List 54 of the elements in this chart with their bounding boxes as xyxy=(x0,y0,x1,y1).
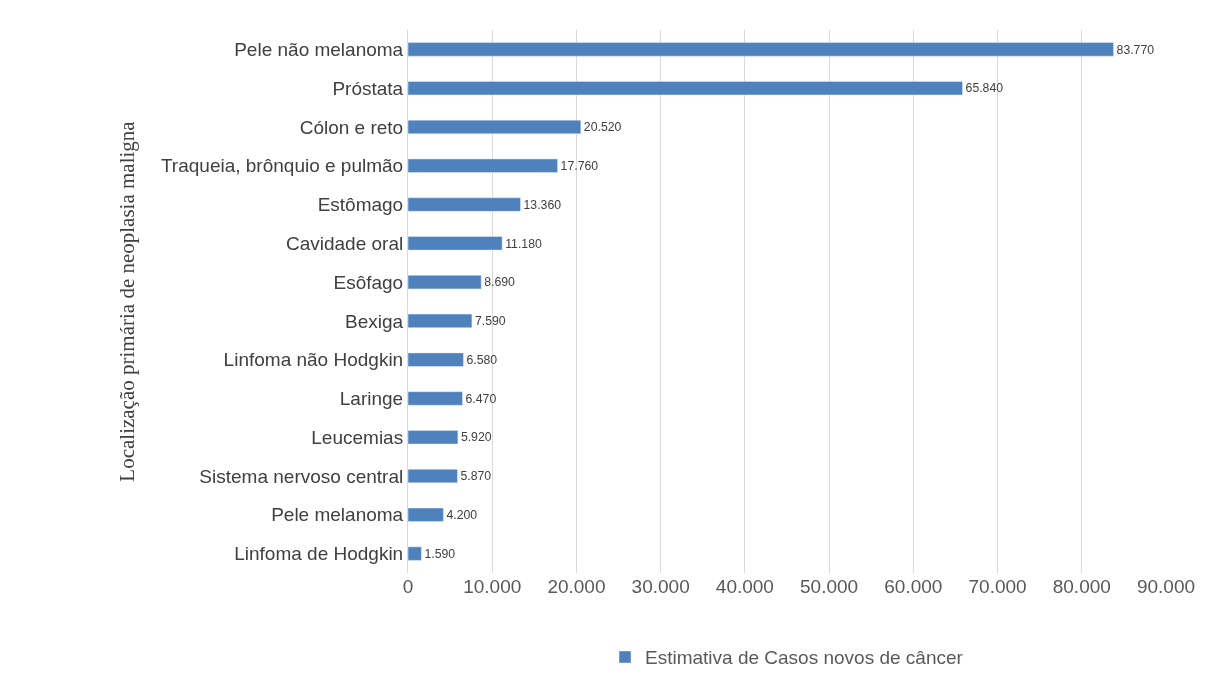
x-tick-label: 40.000 xyxy=(715,576,774,597)
data-label: 65.840 xyxy=(965,81,1004,96)
bar xyxy=(408,313,473,328)
y-tick-label: Esôfago xyxy=(333,271,404,293)
y-tick-label: Leucemias xyxy=(311,426,404,448)
bar xyxy=(408,197,521,212)
bar xyxy=(408,275,482,290)
y-tick-label: Pele melanoma xyxy=(271,504,404,526)
data-label: 83.770 xyxy=(1116,42,1155,57)
bar xyxy=(408,430,459,445)
y-tick-label: Próstata xyxy=(332,77,404,99)
data-label: 20.520 xyxy=(583,120,622,135)
y-tick-label: Linfoma de Hodgkin xyxy=(234,543,404,565)
x-tick-label: 60.000 xyxy=(884,576,943,597)
data-label: 5.870 xyxy=(460,469,492,484)
bar xyxy=(408,236,503,251)
x-tick-label: 20.000 xyxy=(547,576,606,597)
bar xyxy=(408,81,963,96)
data-label: 6.470 xyxy=(465,391,497,406)
x-tick-label: 90.000 xyxy=(1136,576,1196,597)
data-label: 11.180 xyxy=(505,236,542,251)
bar xyxy=(408,507,444,522)
x-tick-label: 30.000 xyxy=(631,576,690,597)
bar xyxy=(408,158,558,173)
x-tick-label: 70.000 xyxy=(968,576,1027,597)
x-tick-label: 10.000 xyxy=(463,576,522,597)
data-label: 4.200 xyxy=(446,508,478,523)
y-tick-label: Traqueia, brônquio e pulmão xyxy=(160,155,404,177)
bar xyxy=(408,469,458,484)
data-label: 8.690 xyxy=(484,275,516,290)
y-tick-label: Linfoma não Hodgkin xyxy=(223,349,404,371)
bar xyxy=(408,352,464,367)
data-label: 17.760 xyxy=(560,158,599,173)
bar xyxy=(408,391,463,406)
data-label: 6.580 xyxy=(466,352,498,367)
bar xyxy=(408,546,422,561)
y-tick-label: Pele não melanoma xyxy=(234,39,404,61)
x-tick-label: 80.000 xyxy=(1052,576,1111,597)
y-tick-label: Cavidade oral xyxy=(285,232,404,254)
data-label: 1.590 xyxy=(424,546,456,561)
x-tick-label: 0 xyxy=(402,576,414,597)
bar xyxy=(408,119,582,134)
y-tick-label: Sistema nervoso central xyxy=(199,465,404,487)
y-axis-title: Localização primária de neoplasia maligna xyxy=(115,120,140,482)
y-tick-label: Laringe xyxy=(339,388,404,410)
data-label: 5.920 xyxy=(460,430,492,445)
x-tick-label: 50.000 xyxy=(800,576,859,597)
data-label: 7.590 xyxy=(474,314,506,329)
y-tick-label: Cólon e reto xyxy=(299,116,404,138)
bar xyxy=(408,42,1114,57)
y-tick-label: Bexiga xyxy=(345,310,404,332)
legend-label: Estimativa de Casos novos de câncer xyxy=(645,647,964,669)
y-tick-label: Estômago xyxy=(317,194,404,216)
data-label: 13.360 xyxy=(523,197,562,212)
